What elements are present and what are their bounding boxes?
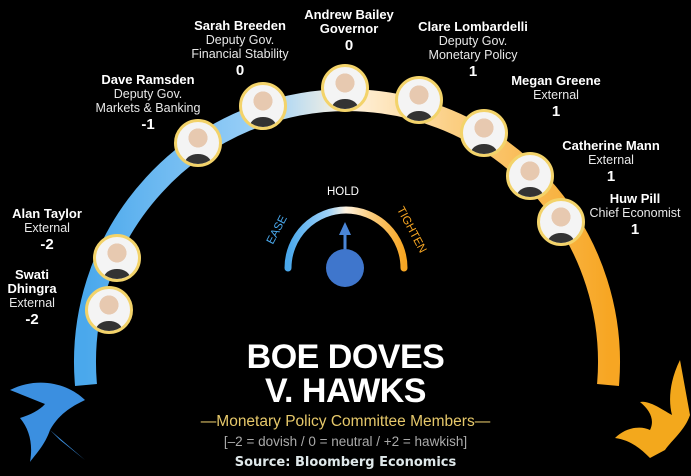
member-role: Chief Economist bbox=[589, 206, 681, 220]
member-role: Deputy Gov. bbox=[205, 33, 275, 47]
source-credit: Source: Bloomberg Economics bbox=[234, 455, 457, 470]
member-name: Dhingra bbox=[7, 281, 57, 296]
member-name: Megan Greene bbox=[511, 73, 601, 88]
subtitle: —Monetary Policy Committee Members— bbox=[200, 413, 491, 430]
member-role: Monetary Policy bbox=[428, 48, 518, 62]
portrait-alan-taylor bbox=[93, 234, 141, 282]
member-name: Sarah Breeden bbox=[194, 18, 286, 33]
member-role: External bbox=[533, 88, 579, 102]
member-score: 1 bbox=[551, 103, 561, 120]
member-score: -2 bbox=[25, 311, 39, 328]
member-label: Huw Pill Chief Economist 1 bbox=[589, 192, 680, 239]
member-name: Andrew Bailey bbox=[304, 7, 394, 22]
portrait-swati-dhingra bbox=[85, 286, 133, 334]
member-score: 1 bbox=[468, 63, 478, 80]
portrait-catherine-mann bbox=[506, 152, 554, 200]
member-label: Catherine Mann External 1 bbox=[562, 139, 660, 186]
member-role: External bbox=[9, 296, 55, 310]
portrait-megan-greene bbox=[460, 109, 508, 157]
scale-note: [–2 = dovish / 0 = neutral / +2 = hawkis… bbox=[223, 434, 468, 449]
gauge-hub bbox=[326, 249, 364, 287]
member-score: 1 bbox=[630, 221, 640, 238]
member-label: Sarah Breeden Deputy Gov. Financial Stab… bbox=[191, 19, 288, 80]
member-score: 1 bbox=[606, 168, 616, 185]
member-label: Megan Greene External 1 bbox=[511, 74, 601, 121]
member-name: Alan Taylor bbox=[12, 206, 82, 221]
gauge-needle-arrow bbox=[339, 222, 351, 235]
gauge-arc bbox=[284, 206, 408, 272]
member-name: Catherine Mann bbox=[562, 138, 660, 153]
member-label: Swati Dhingra External -2 bbox=[7, 268, 56, 329]
member-name: Huw Pill bbox=[609, 191, 661, 206]
member-label: Dave Ramsden Deputy Gov. Markets & Banki… bbox=[96, 73, 201, 134]
member-score: -2 bbox=[40, 236, 54, 253]
portrait-andrew-bailey bbox=[321, 64, 369, 112]
gauge-label-hold: HOLD bbox=[327, 186, 359, 198]
page-title: BOE DOVES V. HAWKS bbox=[0, 340, 691, 408]
title-line: V. HAWKS bbox=[264, 372, 427, 410]
member-name: Clare Lombardelli bbox=[418, 19, 528, 34]
member-role: Markets & Banking bbox=[95, 101, 201, 115]
dove-icon bbox=[10, 382, 85, 462]
portrait-huw-pill bbox=[537, 198, 585, 246]
portrait-dave-ramsden bbox=[174, 119, 222, 167]
member-role: Deputy Gov. bbox=[113, 87, 183, 101]
member-role: External bbox=[24, 221, 70, 235]
member-name: Dave Ramsden bbox=[101, 72, 195, 87]
member-label: Clare Lombardelli Deputy Gov. Monetary P… bbox=[418, 20, 528, 81]
member-role: Deputy Gov. bbox=[438, 34, 508, 48]
portrait-sarah-breeden bbox=[239, 82, 287, 130]
title-line: BOE DOVES bbox=[246, 338, 445, 376]
portrait-clare-lombardelli bbox=[395, 76, 443, 124]
hawk-icon bbox=[615, 360, 690, 458]
member-label: Andrew Bailey Governor 0 bbox=[304, 8, 394, 55]
member-role: Financial Stability bbox=[191, 47, 289, 61]
member-score: -1 bbox=[141, 116, 155, 133]
member-name: Swati bbox=[15, 267, 49, 282]
member-score: 0 bbox=[344, 37, 354, 54]
member-role: External bbox=[588, 153, 634, 167]
member-score: 0 bbox=[235, 62, 245, 79]
member-label: Alan Taylor External -2 bbox=[12, 207, 82, 254]
member-role: Governor bbox=[319, 21, 379, 36]
